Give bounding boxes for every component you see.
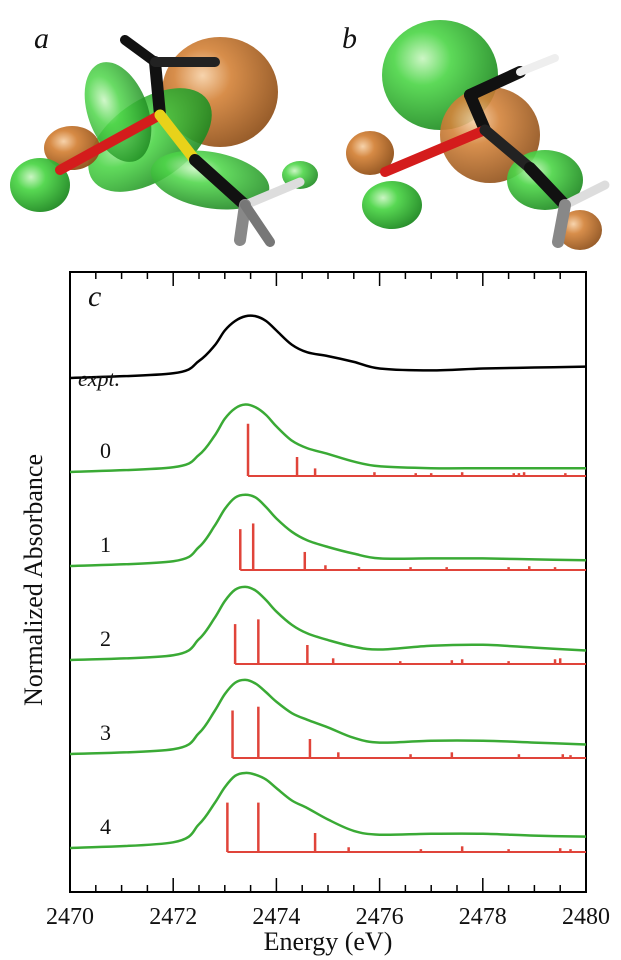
expt-trace [69, 314, 587, 380]
x-tick-label: 2480 [562, 904, 610, 930]
x-axis-title: Energy (eV) [264, 927, 393, 956]
x-axis-ticks [69, 272, 587, 892]
x-tick-label: 2470 [46, 904, 94, 930]
calc-trace-2 [69, 585, 587, 662]
trace-label-1: 1 [100, 532, 111, 557]
trace-label-3: 3 [100, 720, 111, 745]
calc-trace-0 [69, 403, 586, 474]
molecule-bonds-a [55, 35, 305, 247]
x-tick-label: 2472 [149, 904, 197, 930]
x-tick-label: 2478 [459, 904, 507, 930]
x-tick-label: 2476 [356, 904, 404, 930]
y-axis-title: Normalized Absorbance [19, 454, 48, 706]
trace-label-4: 4 [100, 814, 111, 839]
molecule-bonds-b [380, 54, 610, 248]
panel-label-b: b [342, 22, 357, 55]
trace-label-0: 0 [100, 438, 111, 463]
panel-label-c: c [88, 280, 101, 313]
panel-label-a: a [34, 22, 49, 55]
x-tick-label: 2474 [252, 904, 300, 930]
spectra-chart: c 2470 2472 2474 2476 2478 2480 expt. 0 1 2 3 4 En… [19, 271, 610, 956]
calc-trace-4 [69, 771, 587, 850]
x-axis-tick-labels: 2470 2472 2474 2476 2478 2480 [46, 904, 610, 930]
spectra-traces: expt. 0 1 2 3 4 [69, 314, 587, 853]
orbital-panel-a: a [10, 22, 318, 247]
calc-trace-1 [69, 493, 587, 568]
trace-label-2: 2 [100, 626, 111, 651]
orbital-lobes-b [346, 20, 602, 250]
plot-frame [69, 271, 587, 893]
calc-trace-3 [69, 678, 587, 756]
expt-label: expt. [78, 366, 120, 391]
orbital-panel-b: b [342, 20, 610, 250]
